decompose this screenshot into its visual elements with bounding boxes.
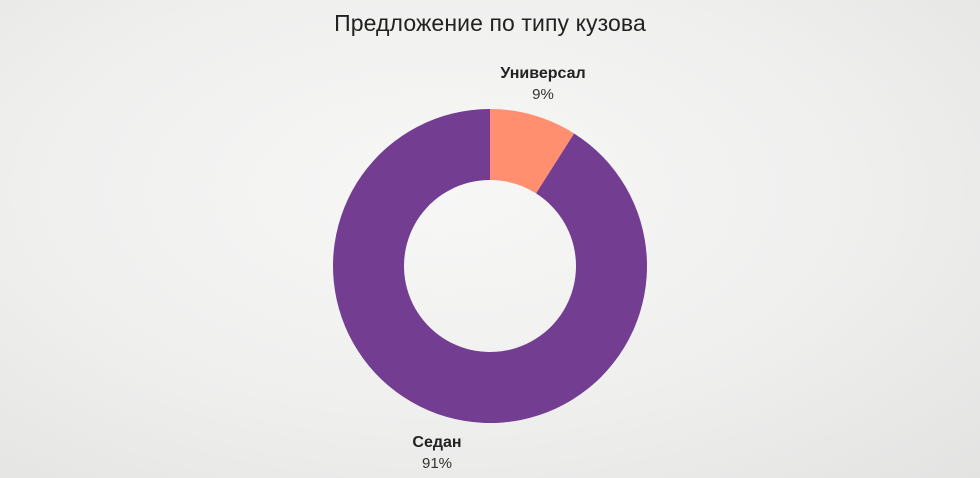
slice-universal [490, 109, 575, 194]
donut-labels: Универсал 9% Седан 91% [412, 65, 585, 472]
chart-title: Предложение по типу кузова [334, 10, 646, 36]
slice-sedan [333, 109, 648, 424]
slice-value-sedan: 91% [422, 455, 452, 472]
donut-slices [333, 109, 648, 424]
slice-value-universal: 9% [532, 86, 554, 103]
slice-label-universal: Универсал [500, 65, 585, 82]
slice-label-sedan: Седан [412, 434, 461, 451]
